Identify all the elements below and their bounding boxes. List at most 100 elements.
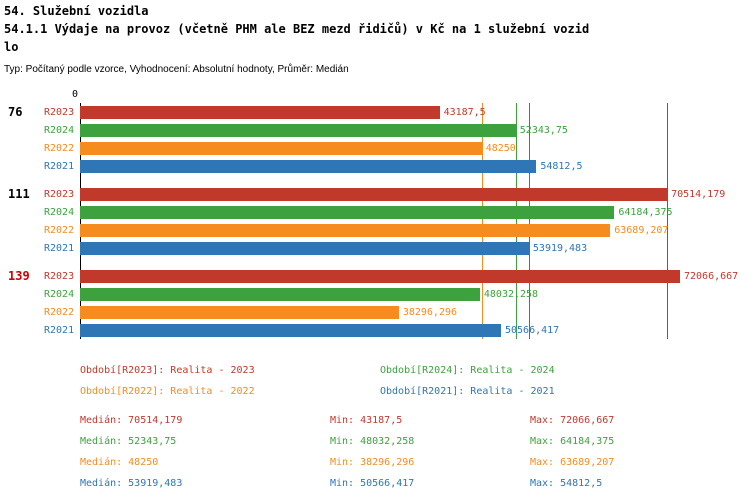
chart-row-139-r2023: 139 R2023 72066,667 (0, 267, 750, 285)
chart-row-139-r2024: R2024 48032,258 (0, 285, 750, 303)
axis-zero-label: 0 (71, 89, 78, 100)
bar-111-r2024 (80, 205, 615, 219)
bar-139-r2024 (80, 287, 480, 301)
bar-track: 48250 (80, 141, 680, 155)
bar-value-label: 43187,5 (443, 106, 486, 118)
stats-row-r2023: Medián: 70514,179 Min: 43187,5 Max: 7206… (0, 410, 614, 431)
chart-row-139-r2022: R2022 38296,296 (0, 303, 750, 321)
plot-area: 0 76 R2023 43187,5 R2024 52343,75 R2022 48250 R… (0, 89, 750, 339)
bar-group-139: 139 R2023 72066,667 R2024 48032,258 R2022 3829… (0, 267, 750, 339)
stats-row-r2021: Medián: 53919,483 Min: 50566,417 Max: 54… (0, 473, 614, 494)
series-label-r2022: R2022 (44, 306, 75, 318)
legend-item-r2024: Období[R2024]: Realita - 2024 (380, 365, 555, 376)
series-label-r2024: R2024 (44, 124, 75, 136)
bar-value-label: 53919,483 (532, 242, 588, 254)
series-label-r2023: R2023 (44, 106, 75, 118)
chart-row-111-r2021: R2021 53919,483 (0, 239, 750, 257)
group-label-76: 76 (8, 105, 23, 119)
bar-track: 54812,5 (80, 159, 680, 173)
series-label-r2021: R2021 (44, 242, 75, 254)
bar-track: 50566,417 (80, 323, 680, 337)
series-label-r2024: R2024 (44, 206, 75, 218)
bar-139-r2021 (80, 323, 501, 337)
bar-value-label: 70514,179 (671, 188, 726, 200)
stat-median-r2021: Medián: 53919,483 (80, 478, 183, 489)
y-axis-line (80, 103, 81, 339)
stat-median-r2023: Medián: 70514,179 (80, 415, 183, 426)
group-label-139: 139 (8, 269, 30, 283)
bar-value-label: 54812,5 (540, 160, 583, 172)
chart-row-76-r2023: 76 R2023 43187,5 (0, 103, 750, 121)
indicator-meta: Typ: Počítaný podle vzorce, Vyhodnocení:… (4, 64, 349, 75)
bar-value-label: 50566,417 (504, 324, 560, 336)
indicator-title-line2: lo (4, 40, 19, 54)
stat-min-r2021: Min: 50566,417 (330, 478, 415, 489)
bar-value-label: 64184,375 (618, 206, 673, 218)
bar-track: 53919,483 (80, 241, 680, 255)
chart-row-76-r2021: R2021 54812,5 (0, 157, 750, 175)
series-label-r2022: R2022 (44, 142, 75, 154)
median-line-r2024 (515, 103, 517, 339)
stat-max-r2024: Max: 64184,375 (530, 436, 615, 447)
legend-item-r2023: Období[R2023]: Realita - 2023 (80, 365, 255, 376)
bar-group-111: 111 R2023 70514,179 R2024 64184,375 R2022 6368… (0, 185, 750, 257)
bar-76-r2021 (80, 159, 537, 173)
stat-min-r2022: Min: 38296,296 (330, 457, 415, 468)
report-header: 54. Služební vozidla 54.1.1 Výdaje na pr… (4, 2, 589, 75)
legend-item-r2022: Období[R2022]: Realita - 2022 (80, 386, 255, 397)
bar-value-label: 72066,667 (684, 270, 739, 282)
stat-median-r2022: Medián: 48250 (80, 457, 159, 468)
group-label-111: 111 (8, 187, 30, 201)
section-title: 54. Služební vozidla (4, 4, 149, 18)
stats-panel: Medián: 70514,179 Min: 43187,5 Max: 7206… (0, 410, 614, 494)
series-label-r2021: R2021 (44, 160, 75, 172)
bar-139-r2023 (80, 269, 680, 283)
stat-median-r2024: Medián: 52343,75 (80, 436, 177, 447)
legend-row: Období[R2023]: Realita - 2023 Období[R20… (0, 360, 555, 381)
bar-111-r2022 (80, 223, 611, 237)
bar-track: 48032,258 (80, 287, 680, 301)
median-line-r2023 (667, 103, 669, 339)
bar-76-r2022 (80, 141, 482, 155)
bar-track: 63689,207 (80, 223, 680, 237)
legend-row: Období[R2022]: Realita - 2022 Období[R20… (0, 381, 555, 402)
median-line-r2021 (528, 103, 530, 339)
median-line-r2022 (481, 103, 483, 339)
bar-value-label: 63689,207 (614, 224, 669, 236)
bar-value-label: 48250 (485, 142, 516, 154)
bar-track: 70514,179 (80, 187, 725, 201)
bar-track: 72066,667 (80, 269, 738, 283)
bar-group-76: 76 R2023 43187,5 R2024 52343,75 R2022 48250 R20… (0, 103, 750, 175)
bar-139-r2022 (80, 305, 399, 319)
bar-chart: 0 76 R2023 43187,5 R2024 52343,75 R2022 48250 R… (0, 89, 750, 339)
chart-row-111-r2024: R2024 64184,375 (0, 203, 750, 221)
stat-max-r2021: Max: 54812,5 (530, 478, 603, 489)
chart-row-76-r2022: R2022 48250 (0, 139, 750, 157)
indicator-title-line1: 54.1.1 Výdaje na provoz (včetně PHM ale … (4, 22, 590, 36)
series-label-r2023: R2023 (44, 188, 75, 200)
series-label-r2024: R2024 (44, 288, 75, 300)
series-label-r2022: R2022 (44, 224, 75, 236)
stat-min-r2024: Min: 48032,258 (330, 436, 415, 447)
bar-76-r2023 (80, 105, 440, 119)
stat-min-r2023: Min: 43187,5 (330, 415, 403, 426)
chart-row-76-r2024: R2024 52343,75 (0, 121, 750, 139)
bar-rows: 76 R2023 43187,5 R2024 52343,75 R2022 48250 R20… (0, 103, 750, 339)
chart-row-139-r2021: R2021 50566,417 (0, 321, 750, 339)
bar-value-label: 52343,75 (519, 124, 568, 136)
bar-track: 64184,375 (80, 205, 680, 219)
stats-row-r2022: Medián: 48250 Min: 38296,296 Max: 63689,… (0, 452, 614, 473)
bar-value-label: 38296,296 (402, 306, 458, 318)
stat-max-r2023: Max: 72066,667 (530, 415, 615, 426)
bar-76-r2024 (80, 123, 516, 137)
gridline-overlay (80, 103, 680, 339)
bar-value-label: 48032,258 (483, 288, 539, 300)
chart-row-111-r2023: 111 R2023 70514,179 (0, 185, 750, 203)
stats-row-r2024: Medián: 52343,75 Min: 48032,258 Max: 641… (0, 431, 614, 452)
chart-row-111-r2022: R2022 63689,207 (0, 221, 750, 239)
legend: Období[R2023]: Realita - 2023 Období[R20… (0, 360, 555, 402)
stat-max-r2022: Max: 63689,207 (530, 457, 615, 468)
bar-track: 38296,296 (80, 305, 680, 319)
bar-track: 43187,5 (80, 105, 680, 119)
